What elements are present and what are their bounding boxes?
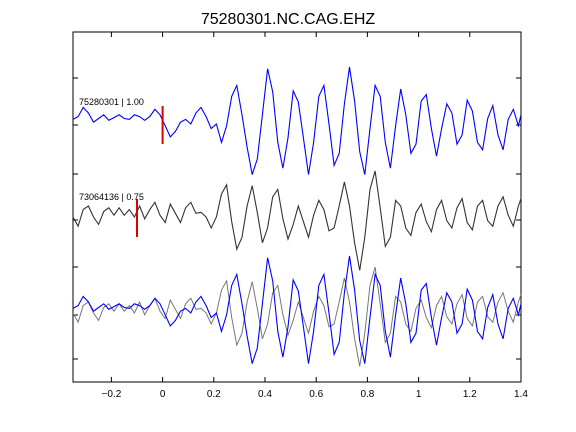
x-tick-label: 0.2 [207,389,221,400]
chart-title: 75280301.NC.CAG.EHZ [201,11,376,28]
trace-1-label: 75280301 | 1.00 [79,97,144,107]
trace-2-label: 73064136 | 0.75 [79,192,144,202]
plot-frame [72,31,522,383]
trace-2-waveform [72,170,522,271]
trace-1-waveform [72,66,522,175]
x-tick-label: 1.4 [514,389,528,400]
traces-group [72,66,522,367]
x-tick-label: 1 [416,389,422,400]
x-tick-label: 1.2 [463,389,477,400]
x-tick-label: 0.6 [309,389,323,400]
overlay-trace-1-waveform [72,255,522,364]
x-tick-label: 0 [160,389,166,400]
x-tick-label: 0.8 [360,389,374,400]
x-tick-group: −0.2 0 0.2 0.4 0.6 0.8 1 1.2 1.4 [102,32,528,400]
x-tick-label: 0.4 [258,389,272,400]
overlay-trace-2-waveform [72,266,522,367]
x-tick-label: −0.2 [102,389,122,400]
